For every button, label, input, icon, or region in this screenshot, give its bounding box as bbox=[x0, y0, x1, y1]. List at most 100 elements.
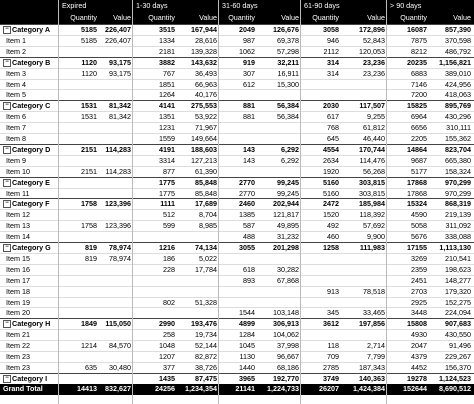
value-cell: 99,245 bbox=[277, 177, 299, 187]
row-label: Item 23 bbox=[6, 352, 30, 363]
value-cell: 4899 bbox=[239, 319, 255, 329]
value-cell: 143 bbox=[243, 144, 255, 154]
value-cell: 14864 bbox=[407, 144, 427, 154]
value-cell: 2451 bbox=[411, 275, 427, 285]
row-label-text: Item 10 bbox=[6, 166, 30, 176]
row-label-text: Item 8 bbox=[6, 134, 26, 143]
row-label-text: Item 22 bbox=[6, 341, 30, 351]
item-row: Item 11 1775 85,848 2770 99,245 5160 303,815 17… bbox=[0, 187, 474, 200]
value-cell: 3058 bbox=[323, 25, 339, 34]
column-group-label: > 90 days bbox=[390, 1, 422, 10]
row-label: Item 20 bbox=[6, 308, 30, 319]
value-cell: 9687 bbox=[411, 155, 427, 165]
row-label-text: Item 16 bbox=[6, 264, 30, 274]
value-cell: 913 bbox=[327, 286, 339, 296]
value-cell: 618 bbox=[243, 264, 255, 274]
column-divider bbox=[132, 0, 133, 404]
value-cell: 1,234,354 bbox=[185, 383, 217, 393]
value-cell: 1,113,130 bbox=[439, 243, 471, 252]
item-row: Item 19 802 51,328 2925 152,275 bbox=[0, 296, 474, 309]
value-cell: 53,922 bbox=[195, 112, 217, 122]
value-cell: 226,407 bbox=[105, 25, 131, 34]
value-cell: 81,342 bbox=[109, 112, 131, 122]
collapse-toggle-icon[interactable]: − bbox=[3, 244, 11, 253]
row-label-text: Item 20 bbox=[6, 308, 30, 318]
column-sublabel: Value bbox=[281, 13, 299, 22]
value-cell: 895,769 bbox=[445, 101, 471, 111]
item-row: Item 10 2151 114,283 877 61,390 1920 56,268 517… bbox=[0, 165, 474, 178]
row-label-text: Item 2 bbox=[6, 46, 26, 56]
value-cell: 1775 bbox=[159, 188, 175, 198]
collapse-toggle-icon[interactable]: − bbox=[3, 200, 11, 209]
value-cell: 14413 bbox=[77, 383, 97, 393]
item-row: Item 16 228 17,784 618 30,282 2359 198,623 bbox=[0, 263, 474, 276]
value-cell: 1531 bbox=[81, 101, 97, 111]
value-cell: 3269 bbox=[411, 253, 427, 263]
value-cell: 19,734 bbox=[195, 330, 217, 340]
column-group-label: 31-60 days bbox=[222, 1, 258, 10]
value-cell: 127,213 bbox=[191, 155, 217, 165]
value-cell: 56,384 bbox=[277, 101, 299, 111]
row-label: Item 6 bbox=[6, 112, 26, 123]
row-label-text: Category D bbox=[12, 144, 51, 154]
column-sublabel: Value bbox=[199, 13, 217, 22]
value-cell: 111,983 bbox=[359, 243, 385, 252]
value-cell: 121,817 bbox=[273, 210, 299, 220]
value-cell: 1,156,821 bbox=[439, 57, 471, 67]
value-cell: 2205 bbox=[411, 134, 427, 143]
value-cell: 512 bbox=[163, 210, 175, 220]
value-cell: 1130 bbox=[239, 352, 255, 361]
value-cell: 970,299 bbox=[445, 188, 471, 198]
row-label-text: Item 5 bbox=[6, 90, 26, 100]
value-cell: 881 bbox=[243, 101, 255, 111]
value-cell: 5058 bbox=[411, 221, 427, 231]
item-row: Item 6 1531 81,342 1351 53,922 881 56,384 617 9,… bbox=[0, 111, 474, 123]
row-label-text: Item 9 bbox=[6, 155, 26, 165]
item-row: Item 20 1544 103,148 345 33,465 3448 224,094 bbox=[0, 307, 474, 319]
value-cell: 2634 bbox=[323, 155, 339, 165]
row-label-text: Item 6 bbox=[6, 112, 26, 122]
collapse-toggle-icon[interactable]: − bbox=[3, 374, 11, 383]
value-cell: 104,062 bbox=[273, 330, 299, 340]
value-cell: 1120 bbox=[81, 57, 97, 67]
collapse-toggle-icon[interactable]: − bbox=[3, 145, 11, 154]
collapse-toggle-icon[interactable]: − bbox=[3, 102, 11, 111]
value-cell: 1758 bbox=[81, 221, 97, 231]
value-cell: 1216 bbox=[159, 243, 175, 252]
value-cell: 93,175 bbox=[109, 57, 131, 67]
value-cell: 5177 bbox=[411, 166, 427, 176]
value-cell: 30,282 bbox=[277, 264, 299, 274]
row-label: Item 5 bbox=[6, 90, 26, 101]
value-cell: 1849 bbox=[81, 319, 97, 329]
value-cell: 226,407 bbox=[105, 35, 131, 45]
value-cell: 665,380 bbox=[445, 155, 471, 165]
row-label-text: Category H bbox=[12, 319, 51, 329]
value-cell: 148,277 bbox=[445, 275, 471, 285]
value-cell: 1048 bbox=[159, 341, 175, 351]
value-cell: 6,292 bbox=[281, 155, 299, 165]
value-cell: 118,392 bbox=[359, 210, 385, 220]
collapse-toggle-icon[interactable]: − bbox=[3, 58, 11, 67]
value-cell: 3314 bbox=[159, 155, 175, 165]
item-row: Item 18 913 78,518 2703 179,320 bbox=[0, 285, 474, 298]
value-cell: 187,343 bbox=[359, 362, 385, 372]
row-label-text: Grand Total bbox=[3, 383, 43, 393]
value-cell: 82,872 bbox=[195, 352, 217, 361]
collapse-toggle-icon[interactable]: − bbox=[3, 26, 11, 35]
value-cell: 185,984 bbox=[359, 199, 385, 209]
value-cell: 1,124,523 bbox=[439, 373, 471, 383]
value-cell: 3448 bbox=[411, 308, 427, 318]
collapse-toggle-icon[interactable]: − bbox=[3, 320, 11, 329]
value-cell: 192,770 bbox=[273, 373, 299, 383]
value-cell: 23,236 bbox=[363, 68, 385, 78]
value-cell: 140,363 bbox=[359, 373, 385, 383]
row-label: Item 15 bbox=[6, 254, 30, 265]
value-cell: 768 bbox=[327, 123, 339, 133]
row-label: Item 14 bbox=[6, 232, 30, 243]
row-label-text: Item 11 bbox=[6, 188, 30, 198]
column-group-label: 1-30 days bbox=[136, 1, 168, 10]
value-cell: 6,292 bbox=[281, 144, 299, 154]
collapse-toggle-icon[interactable]: − bbox=[3, 178, 11, 187]
value-cell: 19278 bbox=[407, 373, 427, 383]
column-sublabel: Value bbox=[367, 13, 385, 22]
